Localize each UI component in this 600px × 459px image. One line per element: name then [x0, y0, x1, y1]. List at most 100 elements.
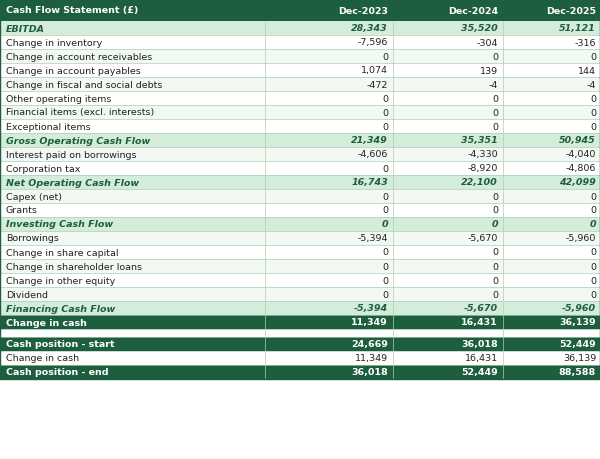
Text: 0: 0: [589, 220, 596, 229]
Bar: [0, 36, 600, 50]
Text: -316: -316: [575, 39, 596, 47]
Text: 0: 0: [492, 122, 498, 131]
Text: 139: 139: [480, 67, 498, 75]
Text: Change in account payables: Change in account payables: [6, 67, 141, 75]
Text: 0: 0: [382, 276, 388, 285]
Text: 36,139: 36,139: [563, 354, 596, 363]
Text: 88,588: 88,588: [559, 368, 596, 377]
Text: Cash Flow Statement (£): Cash Flow Statement (£): [6, 6, 139, 16]
Text: 0: 0: [382, 290, 388, 299]
Text: 0: 0: [382, 108, 388, 117]
Text: Change in share capital: Change in share capital: [6, 248, 119, 257]
Text: -5,670: -5,670: [467, 234, 498, 243]
Text: 36,018: 36,018: [461, 340, 498, 349]
Text: 0: 0: [590, 290, 596, 299]
Text: 0: 0: [492, 276, 498, 285]
Text: 0: 0: [590, 262, 596, 271]
Text: Exceptional items: Exceptional items: [6, 122, 91, 131]
Text: 0: 0: [382, 248, 388, 257]
Text: Cash position - end: Cash position - end: [6, 368, 109, 377]
Text: 28,343: 28,343: [351, 24, 388, 34]
Text: -8,920: -8,920: [467, 164, 498, 173]
Text: Gross Operating Cash Flow: Gross Operating Cash Flow: [6, 136, 150, 145]
Text: 11,349: 11,349: [351, 318, 388, 327]
Bar: [0, 365, 600, 379]
Text: Change in cash: Change in cash: [6, 318, 87, 327]
Bar: [0, 64, 600, 78]
Text: 0: 0: [382, 192, 388, 201]
Text: 0: 0: [590, 206, 596, 215]
Text: Change in account receivables: Change in account receivables: [6, 52, 152, 62]
Text: 52,449: 52,449: [461, 368, 498, 377]
Text: -7,596: -7,596: [358, 39, 388, 47]
Text: 0: 0: [590, 248, 596, 257]
Text: 16,431: 16,431: [461, 318, 498, 327]
Text: 0: 0: [491, 220, 498, 229]
Text: Dec-2024: Dec-2024: [448, 6, 498, 16]
Text: 0: 0: [382, 52, 388, 62]
Text: 0: 0: [382, 206, 388, 215]
Text: Change in fiscal and social debts: Change in fiscal and social debts: [6, 80, 163, 90]
Text: 0: 0: [492, 290, 498, 299]
Text: 0: 0: [382, 94, 388, 103]
Text: -5,960: -5,960: [562, 304, 596, 313]
Text: -4,606: -4,606: [358, 150, 388, 159]
Text: Change in shareholder loans: Change in shareholder loans: [6, 262, 142, 271]
Text: -4,330: -4,330: [467, 150, 498, 159]
Text: 0: 0: [590, 94, 596, 103]
Text: Dec-2023: Dec-2023: [338, 6, 388, 16]
Text: Dec-2025: Dec-2025: [546, 6, 596, 16]
Text: Corporation tax: Corporation tax: [6, 164, 80, 173]
Text: Change in inventory: Change in inventory: [6, 39, 102, 47]
Text: 21,349: 21,349: [351, 136, 388, 145]
Bar: [0, 148, 600, 162]
Text: 42,099: 42,099: [559, 178, 596, 187]
Text: 0: 0: [382, 164, 388, 173]
Text: 36,139: 36,139: [559, 318, 596, 327]
Text: 0: 0: [382, 262, 388, 271]
Text: 22,100: 22,100: [461, 178, 498, 187]
Text: -4,040: -4,040: [566, 150, 596, 159]
Text: 52,449: 52,449: [559, 340, 596, 349]
Bar: [0, 287, 600, 302]
Text: -304: -304: [476, 39, 498, 47]
Text: 0: 0: [492, 206, 498, 215]
Bar: [0, 162, 600, 176]
Text: -4,806: -4,806: [566, 164, 596, 173]
Text: 16,743: 16,743: [351, 178, 388, 187]
Text: 0: 0: [590, 276, 596, 285]
Text: 0: 0: [492, 94, 498, 103]
Bar: [0, 190, 600, 203]
Bar: [0, 92, 600, 106]
Text: 36,018: 36,018: [351, 368, 388, 377]
Bar: [0, 246, 600, 259]
Text: Change in cash: Change in cash: [6, 354, 79, 363]
Text: -5,960: -5,960: [566, 234, 596, 243]
Text: Interest paid on borrowings: Interest paid on borrowings: [6, 150, 137, 159]
Text: 0: 0: [590, 192, 596, 201]
Text: Change in other equity: Change in other equity: [6, 276, 115, 285]
Text: -4: -4: [488, 80, 498, 90]
Text: Financing Cash Flow: Financing Cash Flow: [6, 304, 115, 313]
Text: Capex (net): Capex (net): [6, 192, 62, 201]
Bar: [0, 134, 600, 148]
Bar: [0, 176, 600, 190]
Text: 11,349: 11,349: [355, 354, 388, 363]
Bar: [0, 50, 600, 64]
Text: 0: 0: [492, 248, 498, 257]
Text: 16,431: 16,431: [465, 354, 498, 363]
Text: -472: -472: [367, 80, 388, 90]
Bar: [0, 231, 600, 246]
Bar: [0, 22, 600, 36]
Text: 51,121: 51,121: [559, 24, 596, 34]
Bar: [0, 329, 600, 337]
Bar: [0, 0, 600, 379]
Text: Dividend: Dividend: [6, 290, 48, 299]
Text: Borrowings: Borrowings: [6, 234, 59, 243]
Bar: [0, 78, 600, 92]
Text: 0: 0: [382, 122, 388, 131]
Bar: [0, 203, 600, 218]
Text: 0: 0: [590, 122, 596, 131]
Text: -5,670: -5,670: [464, 304, 498, 313]
Text: Net Operating Cash Flow: Net Operating Cash Flow: [6, 178, 139, 187]
